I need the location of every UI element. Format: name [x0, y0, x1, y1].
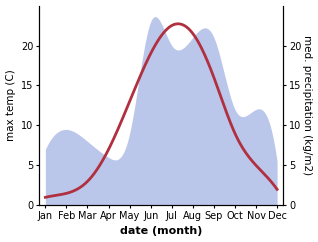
Y-axis label: med. precipitation (kg/m2): med. precipitation (kg/m2) — [302, 35, 313, 175]
Y-axis label: max temp (C): max temp (C) — [5, 69, 16, 141]
X-axis label: date (month): date (month) — [120, 227, 203, 236]
